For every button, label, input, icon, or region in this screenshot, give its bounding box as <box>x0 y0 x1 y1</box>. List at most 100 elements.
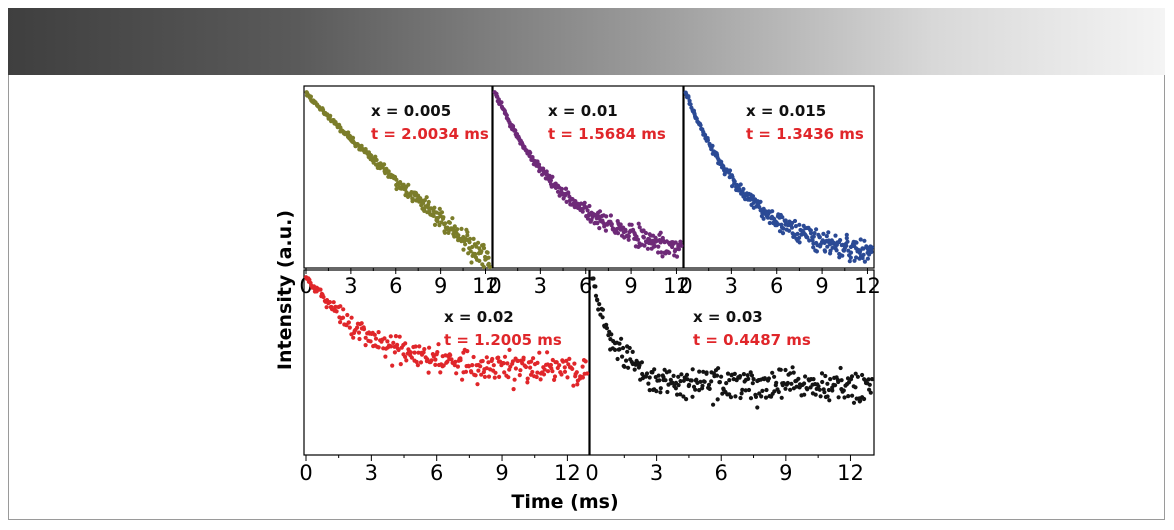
x-tick-label: 9 <box>495 461 508 485</box>
data-point <box>796 376 801 381</box>
data-point <box>733 394 738 399</box>
data-point <box>463 369 469 374</box>
data-point <box>518 368 523 373</box>
panel-frame <box>303 85 493 269</box>
header-banner <box>8 8 1165 75</box>
data-point <box>637 225 642 230</box>
data-point <box>772 389 777 394</box>
data-point <box>535 370 540 375</box>
data-point <box>787 228 792 233</box>
data-point <box>530 155 535 160</box>
data-point <box>819 371 825 376</box>
data-point <box>593 284 598 289</box>
data-point <box>812 231 817 236</box>
data-point <box>824 234 829 239</box>
data-point <box>860 372 865 378</box>
data-point <box>746 376 751 381</box>
data-point <box>441 215 446 220</box>
data-point <box>557 363 562 368</box>
x-tick-label: 6 <box>770 274 783 298</box>
data-point <box>779 395 784 400</box>
data-point <box>596 307 601 312</box>
x-tick-label: 9 <box>815 274 828 298</box>
data-point <box>673 240 678 245</box>
data-point <box>825 381 830 386</box>
data-point <box>600 315 605 320</box>
data-point <box>587 203 592 209</box>
data-point <box>481 246 487 251</box>
data-point <box>418 360 424 365</box>
data-point <box>780 231 786 236</box>
data-point <box>840 253 845 258</box>
data-point <box>823 373 828 379</box>
data-point <box>623 227 628 232</box>
data-point <box>846 380 852 385</box>
data-point <box>844 236 849 241</box>
data-point <box>308 94 313 99</box>
data-point <box>618 222 623 227</box>
data-point <box>396 347 401 353</box>
data-point <box>574 370 579 375</box>
data-point <box>597 209 603 214</box>
data-point <box>788 371 793 376</box>
data-point <box>404 358 409 363</box>
series-points <box>590 276 875 410</box>
data-point <box>363 335 368 340</box>
data-point <box>746 387 752 393</box>
panel-label-lifetime: t = 0.4487 ms <box>693 331 811 349</box>
data-point <box>728 395 734 400</box>
data-point <box>630 349 635 354</box>
data-point <box>346 130 351 135</box>
data-point <box>626 237 631 242</box>
data-point <box>851 400 857 405</box>
panel-4: 0 3 6 9 12 x = 0.02 t = 1.2005 ms <box>299 269 590 485</box>
data-point <box>535 360 540 365</box>
data-point <box>704 370 709 375</box>
data-point <box>537 350 542 355</box>
panel-label-x: x = 0.01 <box>548 102 618 120</box>
data-point <box>767 220 772 226</box>
data-point <box>479 372 484 377</box>
data-point <box>505 361 510 366</box>
data-point <box>376 345 381 350</box>
data-point <box>445 225 450 230</box>
data-point <box>432 222 438 227</box>
data-point <box>836 395 841 400</box>
data-point <box>781 226 786 231</box>
data-point <box>604 214 609 219</box>
data-point <box>559 372 564 377</box>
panel-label-lifetime: t = 1.3436 ms <box>746 125 864 143</box>
data-point <box>403 341 408 346</box>
data-point <box>848 255 853 260</box>
data-point <box>470 244 475 250</box>
data-point <box>580 364 585 369</box>
data-point <box>597 226 602 231</box>
data-point <box>820 379 825 385</box>
data-point <box>473 373 478 378</box>
data-point <box>670 244 675 250</box>
data-point <box>460 377 465 382</box>
data-point <box>844 232 849 237</box>
data-point <box>359 321 364 326</box>
data-point <box>783 218 788 223</box>
data-point <box>850 393 855 398</box>
data-point <box>706 382 712 387</box>
data-point <box>814 227 819 232</box>
data-point <box>760 388 765 393</box>
panel-label-x: x = 0.015 <box>746 102 826 120</box>
x-tick-label: 0 <box>679 274 692 298</box>
data-point <box>492 375 497 380</box>
data-point <box>463 242 468 247</box>
panel-label-x: x = 0.02 <box>444 308 514 326</box>
data-point <box>624 358 629 363</box>
data-point <box>720 391 725 396</box>
data-point <box>513 366 519 371</box>
data-point <box>408 193 413 198</box>
data-point <box>797 240 802 245</box>
data-point <box>748 396 754 401</box>
data-point <box>398 362 403 367</box>
data-point <box>679 243 684 248</box>
data-point <box>564 199 569 204</box>
data-point <box>340 315 346 320</box>
